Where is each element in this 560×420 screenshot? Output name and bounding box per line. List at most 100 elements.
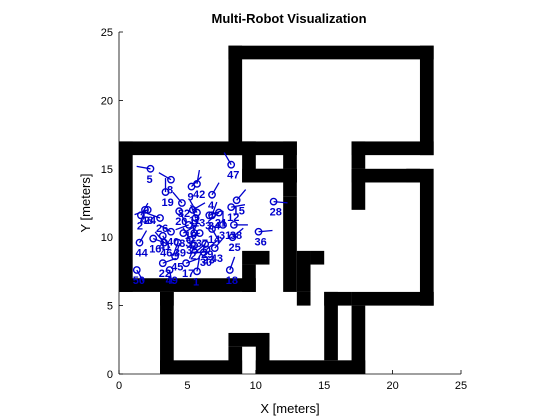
robot-marker: 15 [233,189,247,217]
robot-heading-line [174,242,181,257]
robot-circle [190,241,199,250]
robot-marker: 40 [158,224,179,249]
wall-room-bottom [119,278,256,292]
robots: 1234567891011121314151617181920212223242… [132,152,288,288]
robot-marker: 17 [182,257,200,280]
robot-circle [190,229,199,237]
robot-label: 43 [211,253,223,265]
robot-heading-line [136,269,145,283]
robot-marker: 21 [207,208,227,230]
robot-circle [225,266,234,274]
robot-label: 21 [215,218,227,230]
robot-marker: 18 [225,256,238,287]
robot-heading-line [185,257,200,264]
wall-room-right-lower [242,264,256,292]
robot-label: 22 [159,268,171,280]
robot-label: 18 [226,275,238,287]
robot-circle [135,238,144,247]
wall-right-bottom [351,291,434,306]
robot-heading-line [207,212,220,223]
robot-label: 45 [171,261,183,273]
robot-label: 3 [205,220,211,232]
robot-label: 17 [182,268,194,280]
robot-circle [184,220,193,229]
robot-label: 34 [208,220,221,232]
robot-circle [171,252,179,261]
robot-heading-line [189,200,198,213]
robot-circle [193,179,201,188]
robot-marker: 24 [134,205,157,227]
robot-marker: 46 [154,231,172,260]
robot-marker: 37 [186,229,208,250]
robot-circle [199,248,208,257]
robot-label: 36 [255,237,267,249]
robot-label: 38 [230,230,242,242]
wall-top [228,45,434,60]
robot-label: 16 [149,244,161,256]
robot-circle [227,203,236,212]
robot-marker: 12 [227,203,246,224]
x-tick-label: 20 [386,380,398,392]
robot-marker: 38 [230,220,248,242]
robot-circle [175,207,184,216]
robot-heading-line [168,269,173,284]
wall-upper-right [419,45,434,156]
robot-circle [146,164,155,173]
robot-heading-line [236,189,247,201]
wall-room-left [119,141,133,292]
robot-circle [230,220,238,229]
robot-label: 28 [270,207,282,219]
robot-marker: 25 [229,227,244,254]
robot-circle [167,227,175,236]
wall-step-left [283,141,297,169]
robot-circle [227,160,236,169]
robot-marker: 1 [193,257,201,288]
y-tick-label: 5 [107,301,113,313]
robot-heading-line [206,240,218,251]
wall-low-inner-join [324,291,352,306]
y-tick-label: 25 [101,27,113,39]
x-tick-label: 0 [116,380,122,392]
x-tick-label: 25 [455,380,467,392]
robot-label: 24 [144,215,157,227]
robot-label: 27 [190,250,202,262]
robot-marker: 49 [166,266,178,287]
robot-label: 15 [233,205,245,217]
robot-marker: 47 [223,152,239,182]
robot-label: 20 [175,216,187,228]
wall-low-right [351,305,366,374]
robot-circle [208,225,216,233]
wall-low-bottom-mid [255,360,366,374]
robot-heading-line [138,230,148,243]
robot-circle [132,266,141,274]
robot-marker: 27 [188,241,202,262]
robot-label: 29 [201,249,213,261]
robot-marker: 19 [162,178,174,209]
robot-heading-line [211,201,218,216]
robot-label: 12 [227,212,239,224]
axes [118,32,461,375]
robot-marker: 29 [194,240,213,261]
robot-heading-line [196,169,201,184]
robot-heading-line [178,210,187,224]
robot-label: 40 [167,237,179,249]
robot-circle [193,267,201,276]
robot-marker: 34 [208,201,221,232]
robot-marker: 30 [189,248,212,269]
wall-step-right-v [351,141,366,169]
robot-circle [160,238,169,247]
robot-heading-line [214,237,225,249]
robot-label: 2 [137,220,143,232]
wall-right-outer [419,168,434,306]
y-axis-label: Y [meters] [78,173,93,232]
wall-low-notch-left [228,346,243,374]
robot-heading-line [162,235,171,249]
robot-circle [161,188,170,196]
wall-right-corner [406,168,420,183]
robot-circle [219,220,227,229]
robot-label: 50 [133,275,145,287]
robot-label: 8 [167,185,173,197]
y-tick-label: 10 [101,232,113,244]
robot-marker: 5 [136,164,155,186]
wall-room-top [119,141,256,156]
